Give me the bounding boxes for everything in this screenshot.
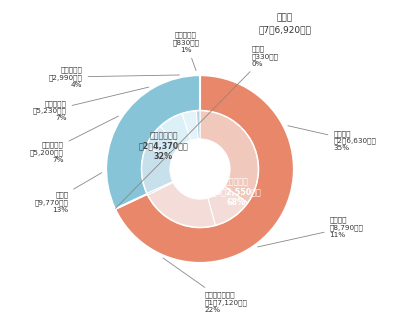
Text: 港湾施設等
約2,990億円
4%: 港湾施設等 約2,990億円 4% — [49, 66, 179, 87]
Text: 市営住宅
約8,790億円
11%: 市営住宅 約8,790億円 11% — [258, 217, 364, 247]
Text: 総額：
約7兆6,920億円: 総額： 約7兆6,920億円 — [258, 13, 311, 34]
Text: 道路等
約9,770億円
13%: 道路等 約9,770億円 13% — [35, 173, 102, 213]
Wedge shape — [146, 126, 180, 158]
Text: 学校施設
約2兆6,630億円
35%: 学校施設 約2兆6,630億円 35% — [288, 126, 376, 152]
Wedge shape — [115, 75, 294, 263]
Wedge shape — [142, 147, 173, 193]
Wedge shape — [200, 111, 258, 203]
Wedge shape — [182, 111, 198, 140]
Wedge shape — [147, 181, 173, 195]
Wedge shape — [106, 75, 200, 209]
Text: 公園施設等
約5,200億円
7%: 公園施設等 約5,200億円 7% — [30, 116, 118, 163]
Text: 焼却工場等
約5,230億円
7%: 焼却工場等 約5,230億円 7% — [33, 87, 149, 122]
Text: インフラ施設
約2兆4,370億円
32%: インフラ施設 約2兆4,370億円 32% — [139, 131, 188, 161]
Text: その他
約330億円
0%: その他 約330億円 0% — [116, 46, 279, 208]
Wedge shape — [148, 182, 215, 227]
Wedge shape — [160, 114, 191, 147]
Text: 公共建築物
約5兆2,550億円
68%: 公共建築物 約5兆2,550億円 68% — [212, 177, 261, 207]
Text: 市民利用施設等
約1兆7,120億円
22%: 市民利用施設等 約1兆7,120億円 22% — [163, 258, 248, 313]
Wedge shape — [208, 186, 248, 225]
Text: 河川護岸等
約830億円
1%: 河川護岸等 約830億円 1% — [172, 32, 200, 71]
Wedge shape — [196, 111, 200, 139]
